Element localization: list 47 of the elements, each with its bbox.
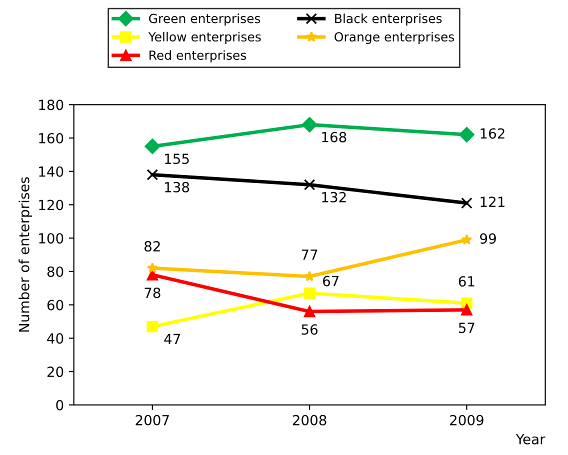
data-label: 138 xyxy=(165,182,190,192)
legend-label: Black enterprises xyxy=(335,14,442,26)
y-tick-label: 140 xyxy=(39,166,64,177)
legend-label: Orange enterprises xyxy=(334,32,454,44)
point xyxy=(144,138,160,154)
data-label: 56 xyxy=(302,324,318,335)
data-label: 78 xyxy=(144,288,160,298)
point xyxy=(458,126,474,142)
point xyxy=(146,320,158,332)
point xyxy=(461,197,472,209)
point xyxy=(461,234,472,245)
data-label: 57 xyxy=(458,322,474,334)
data-label: 47 xyxy=(164,334,180,344)
y-axis-title: Number of enterprises xyxy=(18,177,32,332)
y-tick-label: 120 xyxy=(39,200,64,210)
point xyxy=(304,287,316,299)
legend-label: Red enterprises xyxy=(150,50,246,62)
data-label: 67 xyxy=(323,276,339,286)
y-tick-label: 20 xyxy=(47,366,64,378)
y-tick-label: 160 xyxy=(39,132,64,144)
x-tick-label: 2008 xyxy=(292,414,326,426)
x-axis-title: Year xyxy=(516,434,546,444)
data-label: 82 xyxy=(144,241,160,252)
data-label: 121 xyxy=(480,196,504,207)
data-label: 155 xyxy=(165,154,189,164)
y-tick-label: 60 xyxy=(47,300,64,310)
legend-label: Green enterprises xyxy=(149,14,260,26)
point xyxy=(304,179,316,190)
legend-label: Yellow enterprises xyxy=(148,32,261,44)
data-label: 168 xyxy=(322,132,346,142)
x-tick-label: 2009 xyxy=(450,414,484,426)
data-label: 132 xyxy=(322,192,346,202)
x-tick-label: 2007 xyxy=(136,414,169,426)
y-tick-label: 80 xyxy=(47,266,64,277)
point xyxy=(302,116,318,132)
point xyxy=(304,306,316,318)
data-label: 162 xyxy=(480,128,504,139)
point xyxy=(146,169,158,180)
y-tick-label: 180 xyxy=(39,100,64,110)
y-tick-label: 0 xyxy=(56,400,64,410)
point xyxy=(146,262,158,273)
y-tick-label: 100 xyxy=(39,233,64,244)
data-label: 77 xyxy=(302,250,318,260)
data-label: 61 xyxy=(458,276,474,287)
y-tick-label: 40 xyxy=(47,333,64,344)
data-label: 99 xyxy=(480,233,496,244)
point xyxy=(461,304,472,316)
